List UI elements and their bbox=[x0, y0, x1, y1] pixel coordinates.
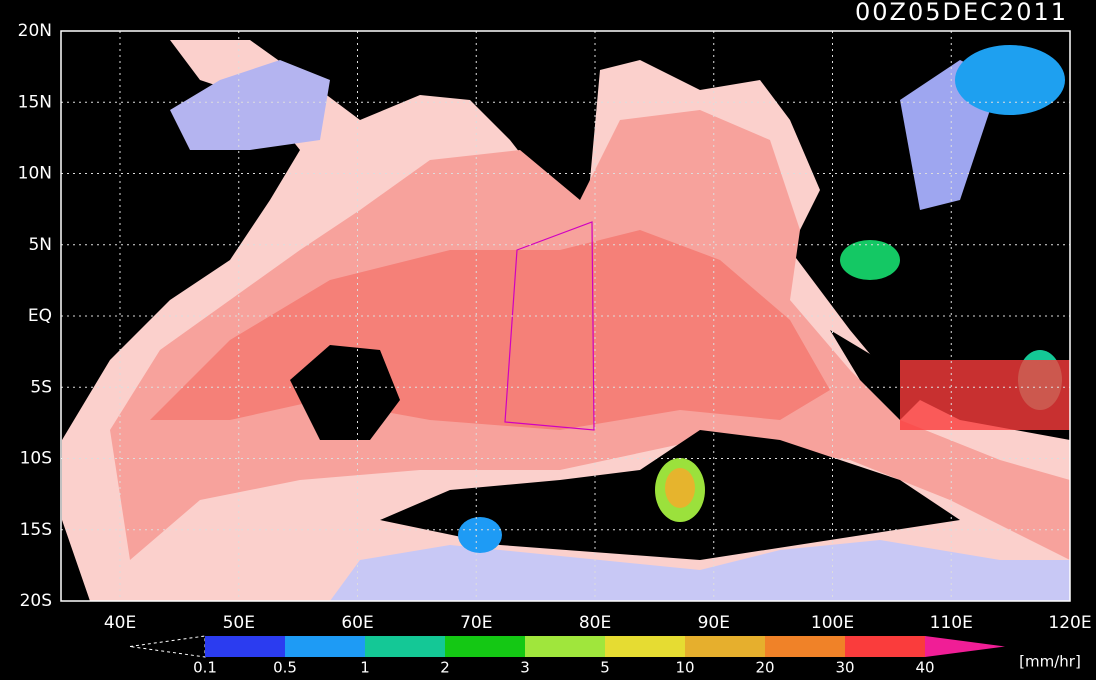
lon-label: 40E bbox=[104, 613, 136, 633]
lon-label: 80E bbox=[579, 613, 611, 633]
lon-label: 120E bbox=[1048, 613, 1091, 633]
ocean-drizzle bbox=[330, 540, 1070, 601]
colorbar-under bbox=[129, 635, 206, 658]
colorbar-label: 10 bbox=[675, 659, 694, 677]
lat-label: 10N bbox=[18, 164, 52, 184]
colorbar-unit: [mm/hr] bbox=[1019, 653, 1081, 671]
grid bbox=[61, 31, 1070, 601]
rain-cell bbox=[955, 45, 1065, 115]
map-frame bbox=[60, 30, 1071, 602]
lat-label: 20S bbox=[20, 591, 52, 611]
rain-cell bbox=[840, 240, 900, 280]
lon-label: 100E bbox=[811, 613, 854, 633]
colorbar-over bbox=[925, 636, 1005, 657]
colorbar-segment bbox=[845, 636, 925, 657]
colorbar-segment bbox=[365, 636, 445, 657]
land-patch bbox=[830, 330, 920, 420]
land-patch bbox=[290, 345, 400, 440]
rain-cell bbox=[458, 517, 502, 553]
colorbar-label: 20 bbox=[755, 659, 774, 677]
colorbar-segment bbox=[765, 636, 845, 657]
colorbar-label: 0.1 bbox=[193, 659, 217, 677]
ocean-drizzle bbox=[170, 60, 330, 150]
lat-label: 5S bbox=[30, 377, 52, 397]
lon-label: 70E bbox=[460, 613, 492, 633]
lon-label: 50E bbox=[223, 613, 255, 633]
rain-area bbox=[900, 360, 1070, 430]
colorbar-label: 30 bbox=[835, 659, 854, 677]
map-image bbox=[61, 31, 1070, 601]
colorbar-label: 3 bbox=[520, 659, 530, 677]
lat-label: 15S bbox=[20, 520, 52, 540]
lon-label: 60E bbox=[341, 613, 373, 633]
lat-label: 20N bbox=[18, 21, 52, 41]
lon-label: 110E bbox=[930, 613, 973, 633]
region-outline bbox=[504, 221, 595, 431]
colorbar-segment bbox=[685, 636, 765, 657]
colorbar-segment bbox=[205, 636, 285, 657]
lat-label: EQ bbox=[28, 306, 52, 326]
colorbar-label: 0.5 bbox=[273, 659, 297, 677]
rain-cell bbox=[665, 468, 695, 508]
colorbar: 0.1 0.5 1 2 3 5 10 20 30 40 [mm/hr] bbox=[129, 635, 1081, 677]
lat-label: 15N bbox=[18, 92, 52, 112]
colorbar-segment bbox=[285, 636, 365, 657]
colorbar-label: 2 bbox=[440, 659, 450, 677]
colorbar-segment bbox=[445, 636, 525, 657]
lat-label: 5N bbox=[28, 235, 52, 255]
colorbar-label: 40 bbox=[915, 659, 934, 677]
lon-label: 90E bbox=[698, 613, 730, 633]
lat-label: 10S bbox=[20, 449, 52, 469]
map-title: 00Z05DEC2011 bbox=[855, 0, 1068, 26]
colorbar-label: 1 bbox=[360, 659, 370, 677]
colorbar-segment bbox=[525, 636, 605, 657]
colorbar-label: 5 bbox=[600, 659, 610, 677]
colorbar-segment bbox=[605, 636, 685, 657]
